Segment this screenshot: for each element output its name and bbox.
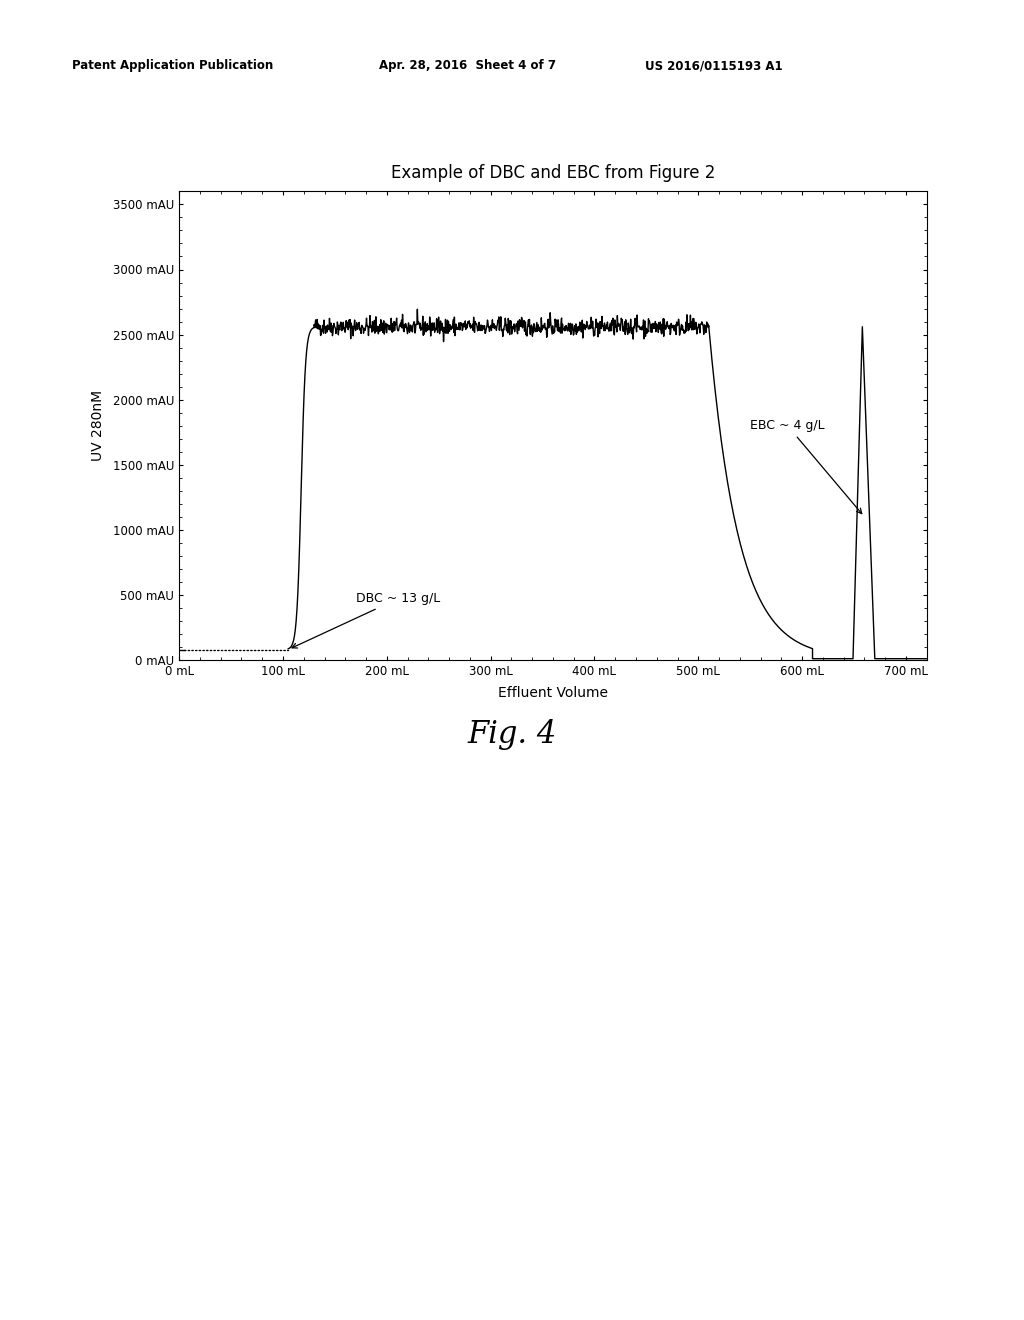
Text: Apr. 28, 2016  Sheet 4 of 7: Apr. 28, 2016 Sheet 4 of 7 xyxy=(379,59,556,73)
Text: DBC ~ 13 g/L: DBC ~ 13 g/L xyxy=(292,593,440,648)
Text: US 2016/0115193 A1: US 2016/0115193 A1 xyxy=(645,59,782,73)
Y-axis label: UV 280nM: UV 280nM xyxy=(91,391,104,461)
Text: Patent Application Publication: Patent Application Publication xyxy=(72,59,273,73)
Text: Fig. 4: Fig. 4 xyxy=(467,719,557,750)
Text: EBC ~ 4 g/L: EBC ~ 4 g/L xyxy=(751,420,862,513)
X-axis label: Effluent Volume: Effluent Volume xyxy=(498,686,608,700)
Title: Example of DBC and EBC from Figure 2: Example of DBC and EBC from Figure 2 xyxy=(391,164,715,182)
